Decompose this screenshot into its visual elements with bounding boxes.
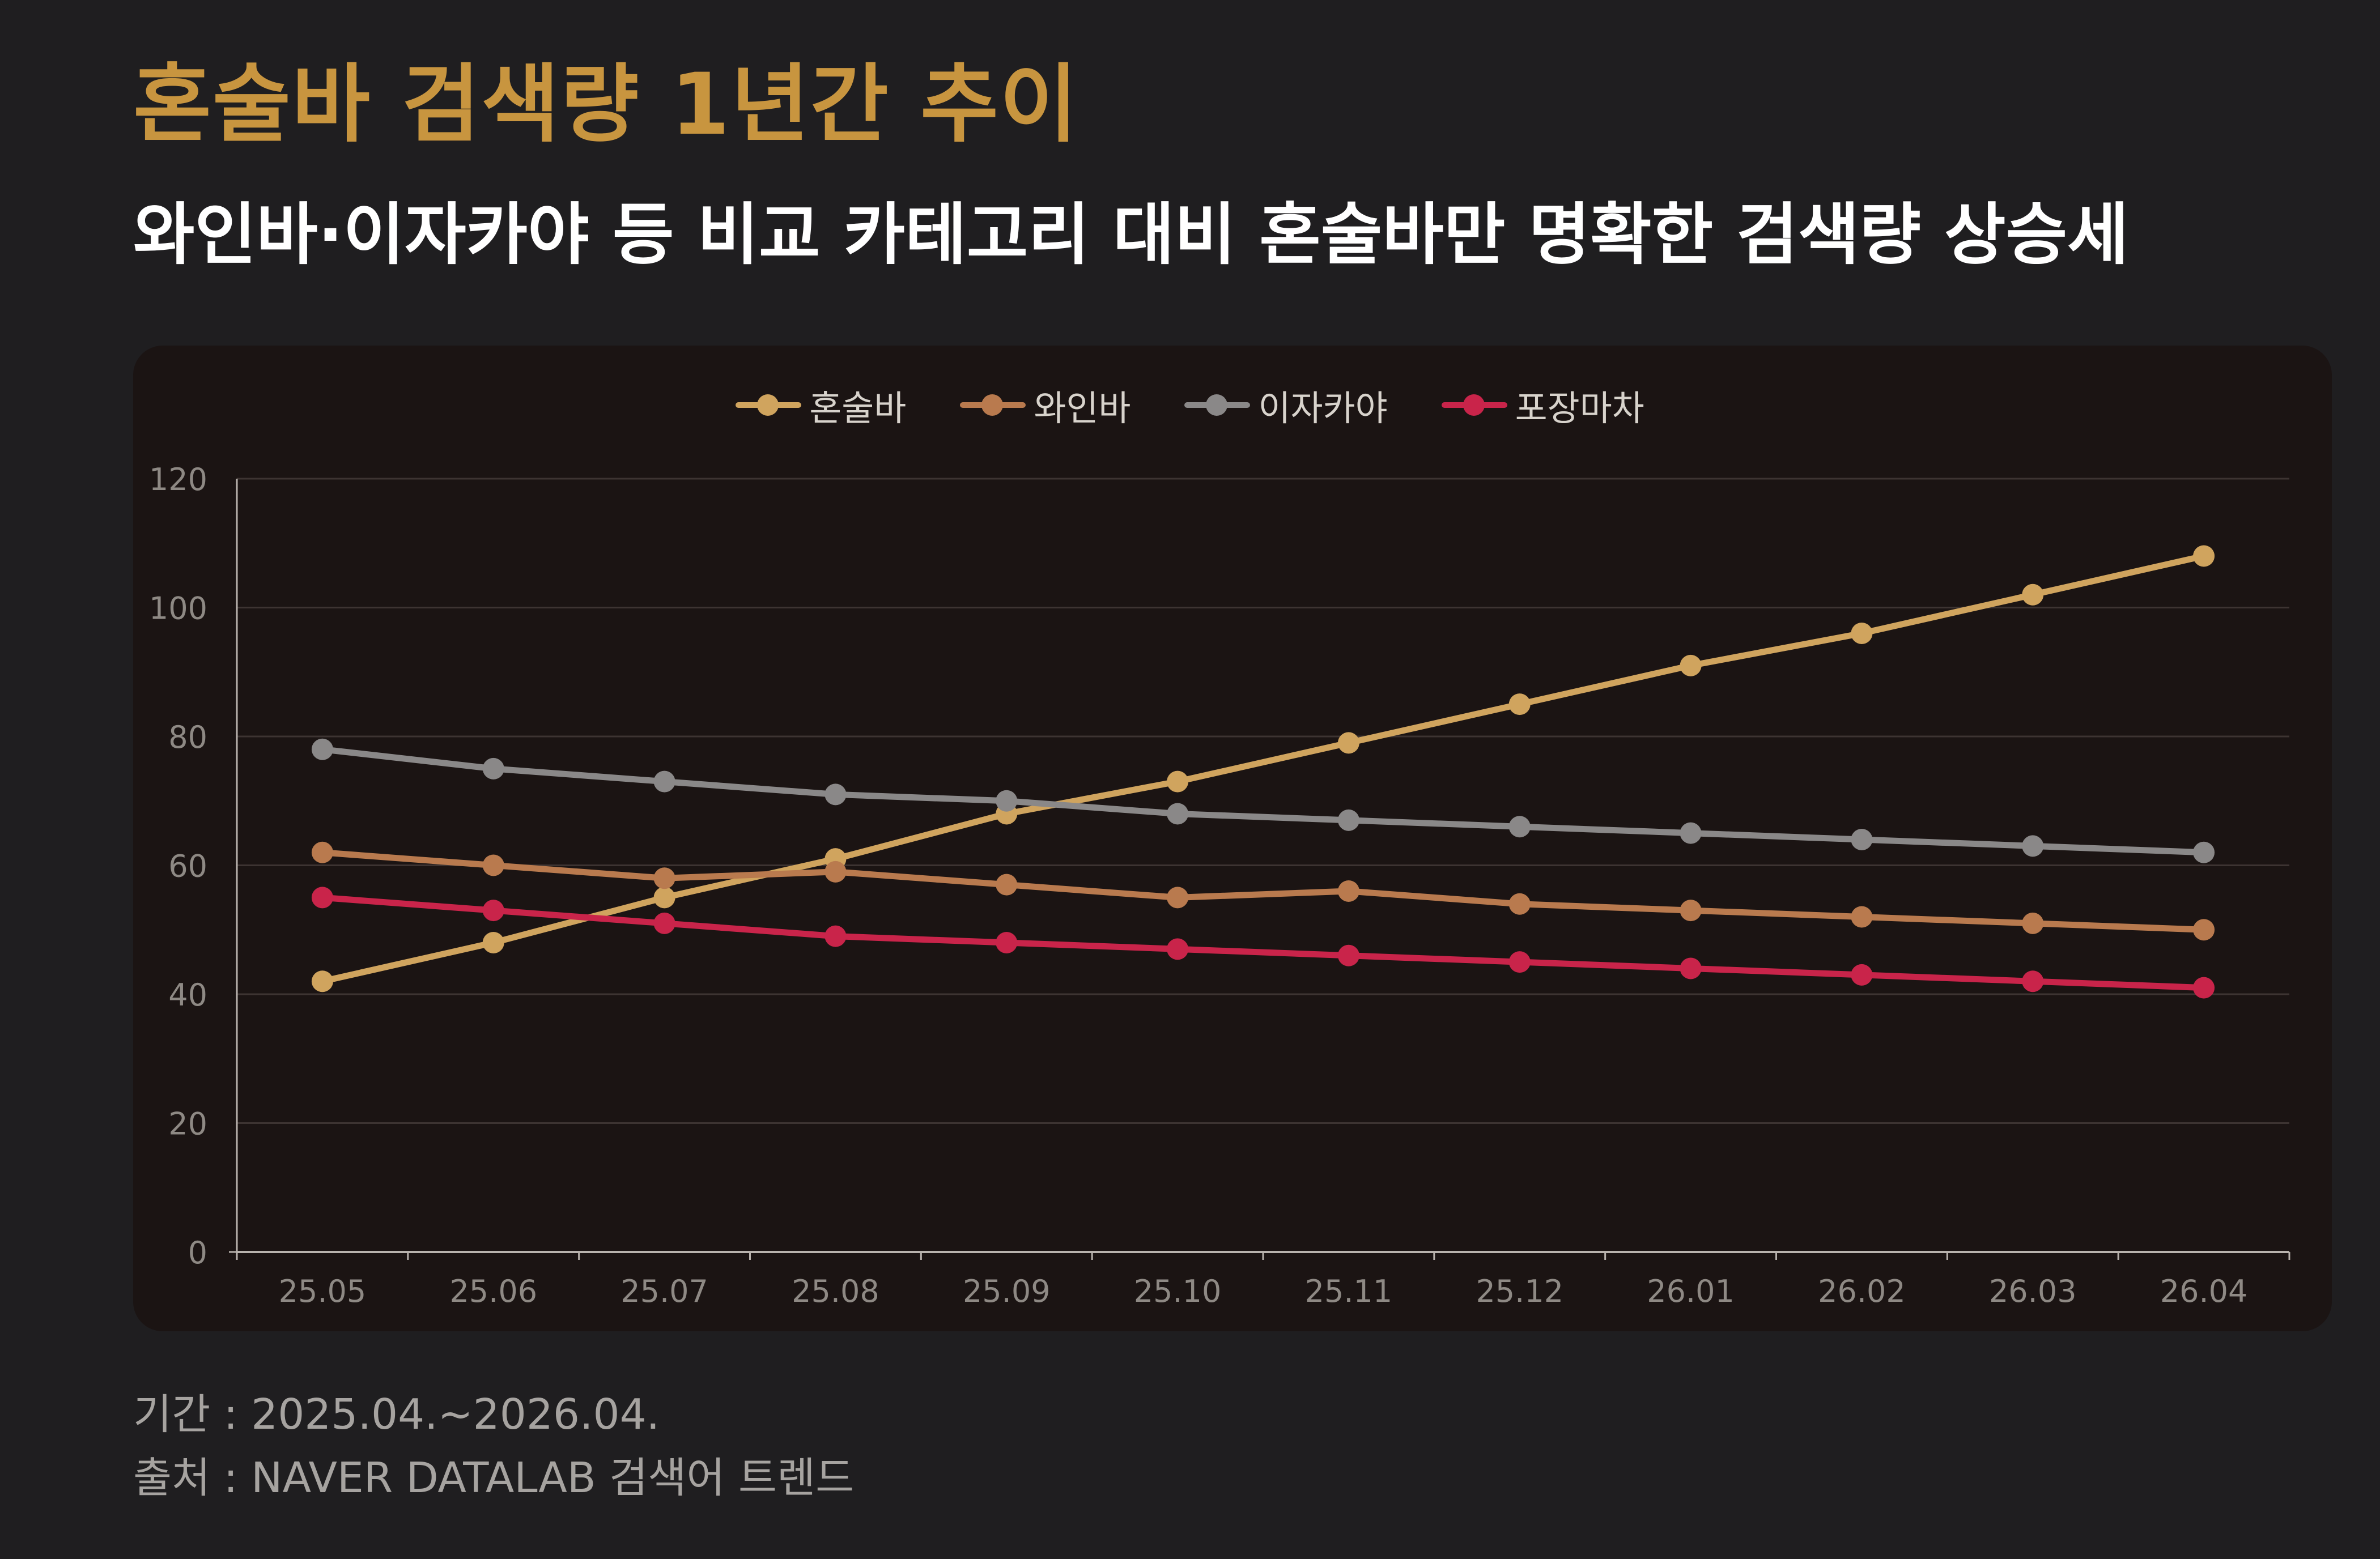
y-tick-label: 0 (188, 1235, 207, 1271)
data-point-1 (653, 867, 675, 889)
data-point-3 (2193, 977, 2215, 999)
data-point-2 (1851, 829, 1873, 850)
data-point-2 (1680, 822, 1702, 844)
data-point-0 (1851, 623, 1873, 644)
data-point-3 (1508, 951, 1531, 973)
x-tick-label: 25.08 (792, 1273, 879, 1309)
x-tick-label: 25.11 (1305, 1273, 1393, 1309)
x-tick-label: 25.07 (620, 1273, 708, 1309)
data-point-2 (824, 783, 847, 806)
x-tick-label: 26.03 (1989, 1273, 2077, 1309)
chart-subtitle: 와인바·이자카야 등 비교 카테고리 대비 혼술바만 명확한 검색량 상승세 (133, 195, 2129, 274)
data-point-1 (1680, 900, 1702, 922)
data-point-3 (653, 912, 675, 934)
data-point-2 (311, 738, 333, 760)
footer-source: 출처 : NAVER DATALAB 검색어 트렌드 (133, 1454, 855, 1502)
data-point-1 (824, 861, 847, 883)
chart-panel (133, 346, 2332, 1331)
data-point-2 (2193, 841, 2215, 863)
data-point-0 (653, 887, 675, 909)
y-tick-label: 100 (149, 591, 207, 627)
data-point-2 (1337, 809, 1359, 831)
legend-item-winebar[interactable]: 와인바 (960, 380, 1130, 431)
data-point-1 (1851, 906, 1873, 928)
data-point-3 (1167, 938, 1189, 960)
series-line-2 (319, 746, 2207, 856)
data-point-2 (996, 790, 1018, 812)
data-point-0 (1337, 732, 1359, 754)
data-point-2 (482, 757, 504, 780)
data-point-1 (311, 841, 333, 863)
series-line-1 (319, 849, 2207, 933)
data-point-2 (1508, 816, 1531, 838)
y-tick-label: 20 (168, 1106, 207, 1142)
data-point-0 (1680, 654, 1702, 676)
data-point-3 (1680, 957, 1702, 979)
data-point-2 (653, 770, 675, 793)
legend-label: 혼술바 (809, 387, 907, 429)
y-tick-label: 60 (168, 849, 207, 884)
data-point-0 (2193, 545, 2215, 567)
x-tick-label: 26.01 (1647, 1273, 1735, 1309)
series-line-0 (319, 553, 2207, 985)
data-point-0 (482, 932, 504, 953)
data-point-3 (996, 932, 1018, 953)
x-tick-label: 25.09 (963, 1273, 1051, 1309)
chart-title: 혼술바 검색량 1년간 추이 (133, 56, 1080, 154)
data-point-0 (311, 970, 333, 993)
data-point-0 (1167, 770, 1189, 793)
footer-period: 기간 : 2025.04.~2026.04. (133, 1390, 660, 1439)
x-tick-label: 26.04 (2160, 1273, 2248, 1309)
data-point-1 (1508, 893, 1531, 915)
y-tick-label: 120 (149, 462, 207, 497)
x-tick-label: 25.06 (449, 1273, 537, 1309)
data-point-3 (1851, 964, 1873, 986)
x-tick-label: 25.05 (279, 1273, 367, 1309)
legend-item-pojangmacha[interactable]: 포장마차 (1441, 380, 1644, 431)
data-point-0 (2022, 583, 2044, 606)
data-point-2 (1167, 803, 1189, 825)
legend-label: 와인바 (1034, 387, 1131, 429)
legend-label: 포장마차 (1515, 387, 1644, 429)
data-point-1 (1167, 887, 1189, 909)
series-line-3 (319, 894, 2207, 991)
chart-legend: 혼술바 와인바 이자카야 포장마차 (0, 377, 2380, 433)
y-tick-label: 80 (168, 719, 207, 755)
x-tick-label: 25.12 (1476, 1273, 1563, 1309)
data-point-3 (1337, 944, 1359, 966)
legend-item-honsulbar[interactable]: 혼술바 (736, 380, 906, 431)
data-point-1 (2193, 919, 2215, 941)
data-point-3 (482, 900, 504, 922)
data-point-0 (1508, 693, 1531, 715)
y-tick-label: 40 (168, 977, 207, 1013)
data-point-1 (996, 874, 1018, 896)
legend-item-izakaya[interactable]: 이자카야 (1184, 380, 1388, 431)
data-point-2 (2022, 835, 2044, 857)
legend-line-icon (736, 394, 802, 416)
data-point-1 (2022, 912, 2044, 934)
legend-line-icon (1184, 394, 1251, 416)
data-point-1 (1337, 880, 1359, 902)
x-tick-label: 25.10 (1134, 1273, 1222, 1309)
data-point-3 (824, 925, 847, 947)
legend-line-icon (960, 394, 1026, 416)
data-point-3 (311, 887, 333, 909)
legend-line-icon (1441, 394, 1507, 416)
legend-label: 이자카야 (1258, 387, 1388, 429)
x-tick-label: 26.02 (1818, 1273, 1906, 1309)
data-point-1 (482, 854, 504, 876)
data-point-3 (2022, 970, 2044, 993)
